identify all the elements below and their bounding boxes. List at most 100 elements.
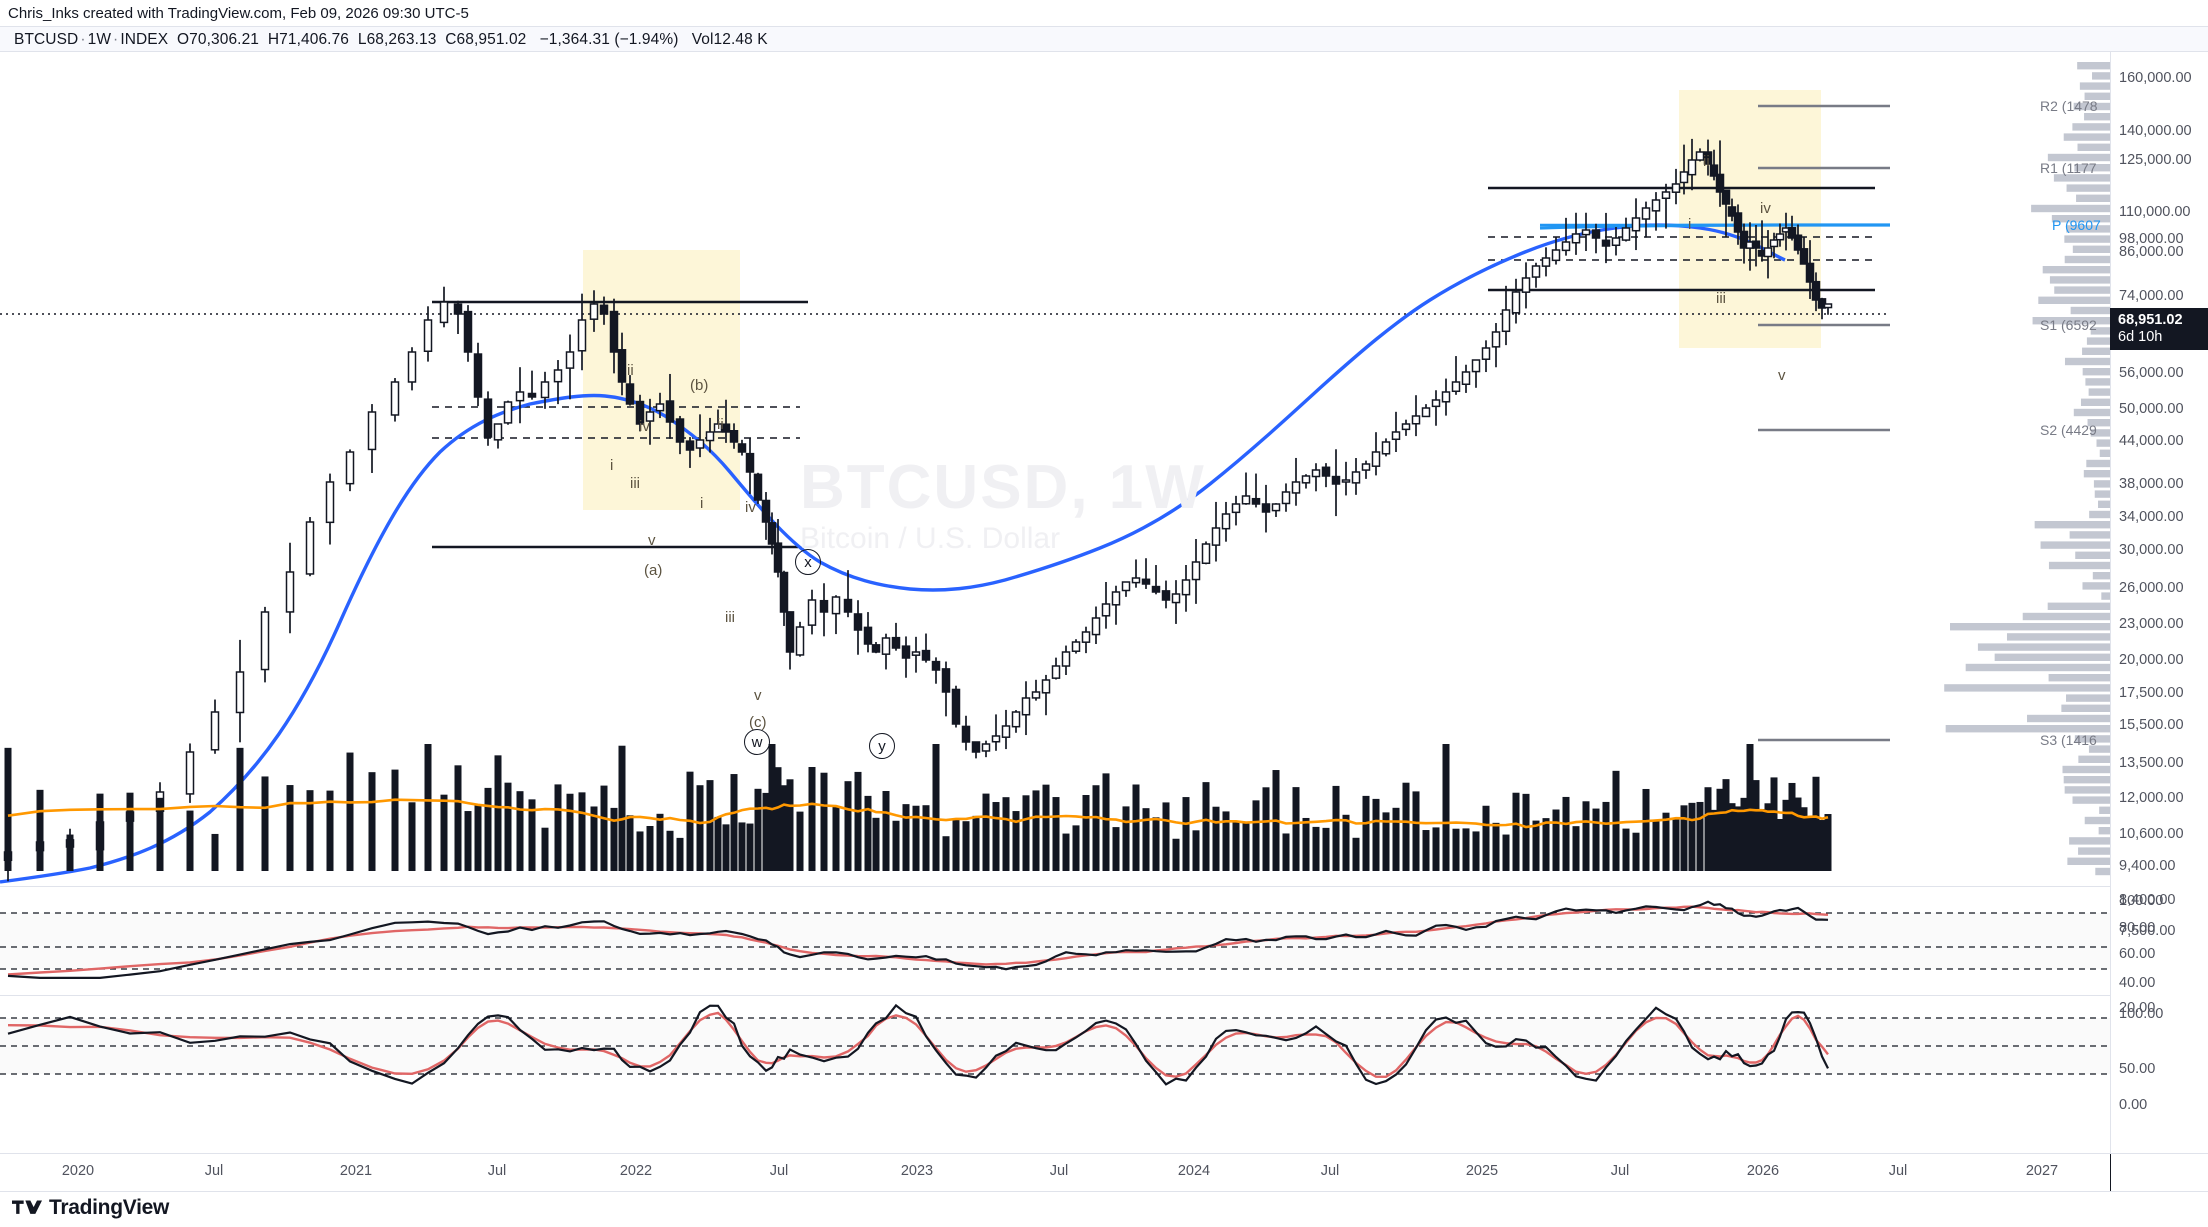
elliott-wave-label: i (1688, 216, 1692, 233)
elliott-wave-label: ii (1703, 153, 1710, 170)
price-axis-tick: 12,000.00 (2119, 790, 2184, 806)
time-axis-tick: 2022 (619, 1163, 653, 1179)
time-axis-tick: Jul (1610, 1163, 1630, 1179)
price-axis-tick: 10,600.00 (2119, 826, 2184, 842)
stoch-k-line (7, 1003, 1829, 1086)
elliott-wave-label: iv (639, 418, 650, 435)
price-axis-tick: 110,000.00 (2119, 204, 2191, 220)
time-axis-tick: Jul (769, 1163, 789, 1179)
symbol-label[interactable]: BTCUSD (14, 31, 79, 48)
oscillator-axis-tick: 100.00 (2119, 893, 2164, 909)
price-axis-tick: 30,000.00 (2119, 542, 2184, 558)
time-axis-tick: 2021 (339, 1163, 373, 1179)
elliott-wave-label: v (1778, 367, 1786, 384)
stochastic-pane[interactable] (0, 995, 2110, 1101)
pivot-label-s2: S2 (4429 (2040, 422, 2097, 438)
stoch-chart-svg (0, 1003, 2110, 1086)
time-axis-divider (2110, 1154, 2111, 1192)
volume-ma-line (7, 798, 1829, 829)
change-value: −1,364.31 (−1.94%) (539, 31, 679, 48)
price-axis-tick: 98,000.00 (2119, 231, 2184, 247)
price-axis-tick: 20,000.00 (2119, 652, 2184, 668)
pivot-label-r2: R2 (1478 (2040, 98, 2098, 114)
elliott-wave-label: iii (725, 609, 735, 626)
oscillator-axis-tick: 60.00 (2119, 946, 2156, 962)
sep-2: · (113, 31, 119, 48)
ohlc-legend: BTCUSD · 1W · INDEX O70,306.21 H71,406.76 L6… (14, 31, 768, 49)
price-axis-tick: 8,400.00 (2119, 892, 2176, 908)
price-axis-tick: 34,000.00 (2119, 509, 2184, 525)
highlight-zone-left (583, 250, 740, 510)
oscillator-axis-tick: 80.00 (2119, 920, 2156, 936)
moving-average-line (0, 223, 1786, 884)
time-axis-tick: 2026 (1746, 1163, 1780, 1179)
sep-1: · (80, 31, 86, 48)
footer-bar (0, 1191, 2208, 1227)
volume-value: Vol12.48 K (691, 31, 768, 48)
elliott-wave-label: (b) (690, 377, 709, 394)
ohlc-bar (0, 26, 2208, 52)
pivot-label-r1: R1 (1177 (2040, 160, 2097, 176)
price-axis[interactable]: 160,000.00 140,000.00 125,000.00 110,000.00… (2110, 52, 2208, 1153)
time-axis-tick: 2025 (1465, 1163, 1499, 1179)
price-pane[interactable]: BTCUSD, 1W Bitcoin / U.S. Dollar (0, 52, 2110, 885)
bar-countdown: 6d 10h (2118, 329, 2163, 345)
time-axis-tick: Jul (1888, 1163, 1908, 1179)
elliott-wave-circle-label: x (795, 549, 821, 575)
price-axis-tick: 125,000.00 (2119, 152, 2192, 168)
interval-label[interactable]: 1W (87, 31, 112, 48)
elliott-wave-label: iv (745, 499, 756, 516)
price-axis-tick: 44,000.00 (2119, 433, 2184, 449)
elliott-wave-circle-label: y (869, 733, 895, 759)
open-value: O70,306.21 (177, 31, 260, 48)
price-axis-tick: 38,000.00 (2119, 476, 2184, 492)
price-axis-tick: 74,000.00 (2119, 288, 2184, 304)
elliott-wave-label: (a) (644, 562, 663, 579)
tradingview-logo-icon (12, 1200, 42, 1214)
high-value: H71,406.76 (267, 31, 350, 48)
price-axis-tick: 15,500.00 (2119, 717, 2184, 733)
elliott-wave-label: ii (717, 416, 724, 433)
price-axis-tick: 56,000.00 (2119, 365, 2184, 381)
time-axis[interactable]: 2020 Jul 2021 Jul 2022 Jul 2023 Jul 2024 Jul 2025 J… (0, 1153, 2208, 1192)
elliott-wave-label: i (610, 457, 614, 474)
close-value: C68,951.02 (445, 31, 527, 48)
pivot-label-s3: S3 (1416 (2040, 732, 2097, 748)
price-axis-tick: 86,000.00 (2119, 244, 2184, 260)
volume-series (4, 744, 1832, 871)
current-price-value: 68,951.02 (2118, 312, 2183, 328)
elliott-wave-label: v (754, 687, 762, 704)
elliott-wave-label: v (648, 532, 656, 549)
time-axis-tick: 2024 (1177, 1163, 1211, 1179)
oscillator-axis-tick: 0.00 (2119, 1097, 2148, 1113)
elliott-wave-label: iii (630, 475, 640, 492)
time-axis-tick: Jul (204, 1163, 224, 1179)
price-axis-tick: 9,400.00 (2119, 858, 2176, 874)
price-axis-tick: 140,000.00 (2119, 123, 2192, 139)
rsi-chart-svg (0, 900, 2110, 979)
time-axis-tick: 2027 (2025, 1163, 2059, 1179)
current-price-badge[interactable]: 68,951.02 6d 10h (2110, 308, 2208, 350)
time-axis-tick: 2023 (900, 1163, 934, 1179)
time-axis-tick: 2020 (61, 1163, 95, 1179)
tradingview-logo-text: TradingView (49, 1196, 170, 1219)
price-axis-tick: 50,000.00 (2119, 401, 2184, 417)
price-axis-tick: 23,000.00 (2119, 616, 2184, 632)
elliott-wave-label: (c) (749, 714, 767, 731)
tradingview-logo[interactable]: TradingView (12, 1196, 169, 1220)
price-axis-tick: 13,500.00 (2119, 755, 2184, 771)
pivot-label-s1: S1 (6592 (2040, 317, 2097, 333)
price-axis-tick: 7,500.00 (2119, 923, 2176, 939)
price-axis-tick: 160,000.00 (2119, 70, 2192, 86)
elliott-wave-label: iii (1716, 290, 1726, 307)
credit-line: Chris_Inks created with TradingView.com,… (8, 5, 469, 22)
pivot-label-p: P (9607 (2052, 217, 2101, 233)
oscillator-axis-tick: 40.00 (2119, 975, 2156, 991)
exchange-label: INDEX (120, 31, 169, 48)
rsi-pane[interactable] (0, 886, 2110, 994)
candlestick-series (3, 138, 1833, 882)
low-value: L68,263.13 (357, 31, 437, 48)
price-chart-svg (0, 90, 2110, 884)
oscillator-axis-tick: 20.00 (2119, 1000, 2156, 1016)
